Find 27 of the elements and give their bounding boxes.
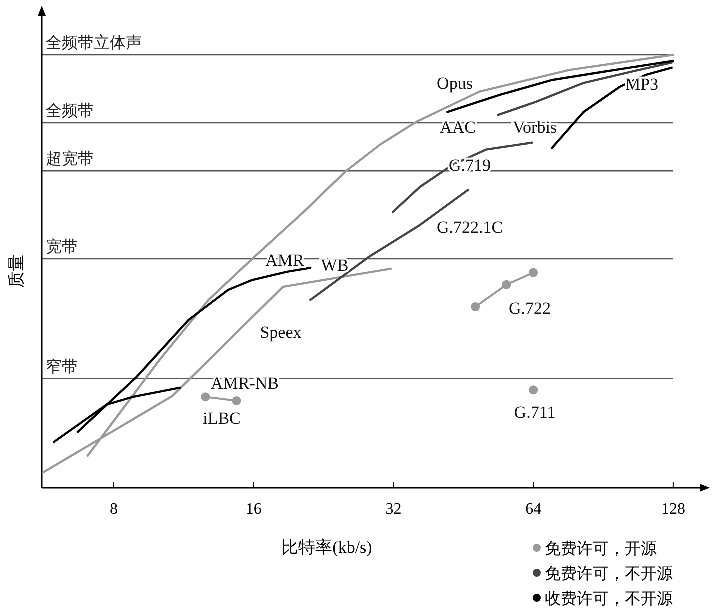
annotation: Opus xyxy=(437,74,473,93)
annotation: MP3 xyxy=(625,75,659,94)
annotation: Vorbis xyxy=(512,118,558,137)
annotation: G.722.1C xyxy=(436,218,504,237)
annotation: AMR-NB xyxy=(210,374,280,393)
annotation: G.719 xyxy=(448,156,492,175)
annotation: G.711 xyxy=(514,403,556,422)
x-tick-label: 16 xyxy=(246,501,262,518)
ref-line-label: 宽带 xyxy=(46,238,78,256)
annotation: G.722 xyxy=(508,299,552,318)
x-tick-label: 32 xyxy=(386,501,402,518)
legend-label: 收费许可，不开源 xyxy=(545,590,673,608)
ref-line-label: 超宽带 xyxy=(46,150,94,168)
x-tick-label: 128 xyxy=(661,501,686,518)
annotation: Speex xyxy=(260,323,302,342)
ref-line-label: 全频带 xyxy=(46,102,94,120)
x-axis-title: 比特率(kb/s) xyxy=(282,538,372,557)
legend-label: 免费许可，开源 xyxy=(545,540,657,558)
ref-line-label: 全频带立体声 xyxy=(46,34,142,52)
x-tick-label: 64 xyxy=(526,501,542,518)
annotation: iLBC xyxy=(203,409,241,428)
annotation: AAC xyxy=(440,118,476,137)
legend-label: 免费许可，不开源 xyxy=(545,565,673,583)
annotation: WB xyxy=(321,256,349,275)
y-axis-title: 质量 xyxy=(7,254,26,288)
ref-line-label: 窄带 xyxy=(46,358,78,376)
x-tick-label: 8 xyxy=(110,501,118,518)
